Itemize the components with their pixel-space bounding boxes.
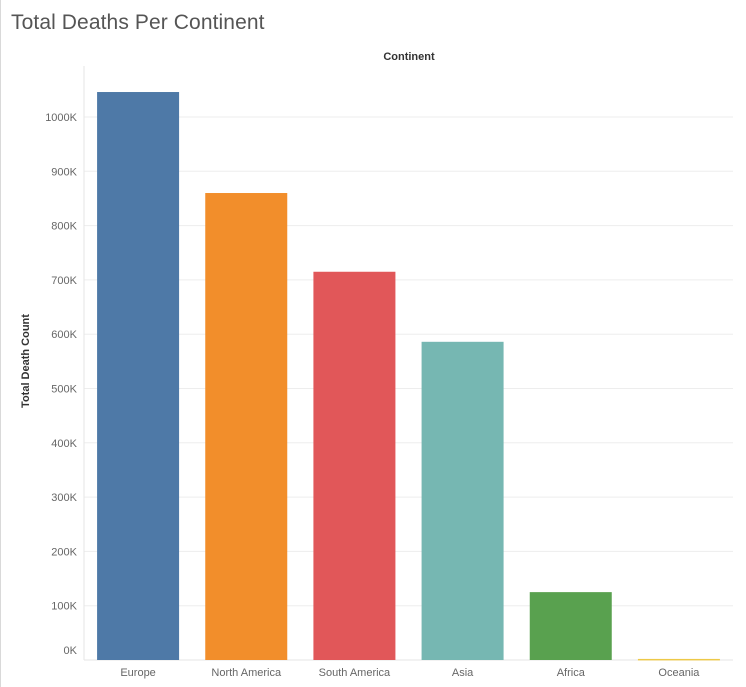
left-border — [0, 0, 1, 687]
y-tick-label: 600K — [51, 329, 77, 341]
y-tick-label: 900K — [51, 166, 77, 178]
bar-europe[interactable] — [97, 92, 180, 661]
x-tick-label: North America — [211, 667, 282, 679]
y-tick-label: 400K — [51, 438, 77, 450]
y-axis-ticks: 0K 100K 200K 300K 400K 500K 600K 700K 800K 900K 10… — [45, 112, 77, 657]
bar-south-america[interactable] — [313, 271, 396, 660]
y-tick-label: 500K — [51, 384, 77, 396]
y-tick-label: 100K — [51, 601, 77, 613]
y-axis-title: Total Death Count — [20, 314, 32, 408]
x-tick-label: Africa — [557, 667, 586, 679]
x-tick-label: Oceania — [658, 667, 700, 679]
y-tick-label: 800K — [51, 221, 77, 233]
bar-oceania[interactable] — [637, 658, 720, 661]
y-tick-label: 300K — [51, 492, 77, 504]
bar-north-america[interactable] — [205, 193, 288, 660]
x-tick-label: South America — [319, 667, 391, 679]
page-title: Total Deaths Per Continent — [11, 11, 265, 34]
bar-africa[interactable] — [529, 592, 612, 660]
x-tick-label: Asia — [452, 667, 474, 679]
y-tick-label: 1000K — [45, 112, 77, 124]
y-tick-label: 700K — [51, 275, 77, 287]
bars — [97, 92, 720, 661]
y-tick-label: 0K — [64, 645, 78, 657]
x-axis-labels: Europe North America South America Asia Afri… — [120, 667, 700, 679]
column-header: Continent — [383, 51, 435, 63]
gridlines — [83, 66, 733, 661]
bar-asia[interactable] — [421, 341, 504, 660]
y-tick-label: 200K — [51, 546, 77, 558]
x-tick-label: Europe — [120, 667, 155, 679]
